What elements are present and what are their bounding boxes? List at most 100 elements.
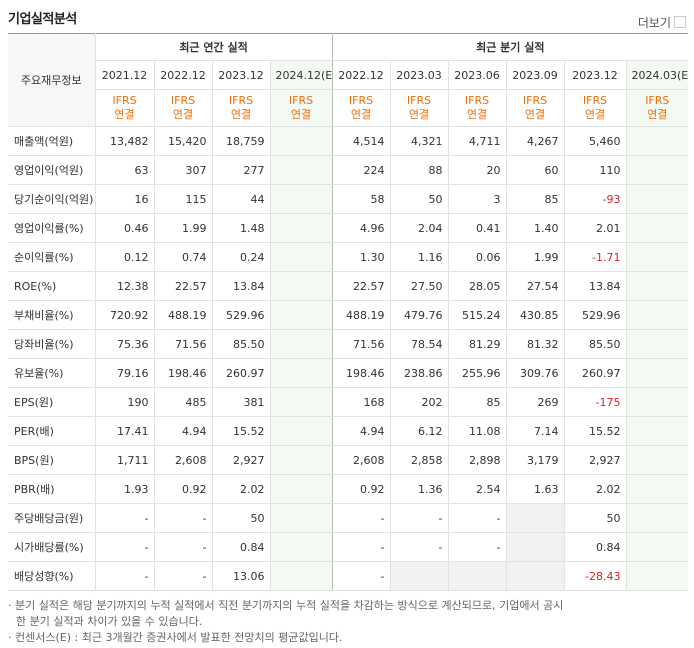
cell: 0.12: [95, 242, 155, 272]
basis-text: 연결: [230, 108, 252, 121]
cell: 13,482: [95, 126, 155, 156]
note-text: 컨센서스(E) : 최근 3개월간 증권사에서 발표한 전망치의 평균값입니다.: [15, 631, 343, 644]
data-row: 배당성향(%) - -13.06- -28.43: [8, 561, 689, 591]
cell: 58: [332, 184, 391, 214]
cell: [506, 561, 565, 591]
cell: 4,514: [332, 126, 391, 156]
cell: 7.14: [506, 416, 565, 446]
cell: 71.56: [154, 329, 213, 359]
cell: 2,608: [154, 445, 213, 475]
cell: [626, 445, 689, 475]
cell: 1.63: [506, 474, 565, 504]
cell: -175: [564, 387, 627, 417]
cell: [506, 503, 565, 533]
cell: [270, 532, 333, 562]
cell: 202: [390, 387, 449, 417]
cell: 50: [390, 184, 449, 214]
basis-text: 연결: [524, 108, 546, 121]
cell: 4.94: [154, 416, 213, 446]
cell: 277: [212, 155, 271, 185]
basis-text: IFRS: [464, 94, 490, 107]
cell: 1.30: [332, 242, 391, 272]
cell: 85: [506, 184, 565, 214]
cell: -: [95, 561, 155, 591]
period-header: 2023.03: [390, 60, 449, 90]
cell: 168: [332, 387, 391, 417]
period-header: 2024.12(E): [270, 60, 333, 90]
basis-text: 연결: [584, 108, 606, 121]
cell: 13.84: [212, 271, 271, 301]
cell: 110: [564, 155, 627, 185]
cell: -: [332, 561, 391, 591]
cell: -1.71: [564, 242, 627, 272]
cell: [270, 329, 333, 359]
data-row: ROE(%) 12.38 22.57 13.84 22.57 27.50 28.05 27.5…: [8, 271, 689, 301]
row-label: ROE(%): [8, 271, 96, 301]
data-row: 매출액(억원) 13,482 15,420 18,759 4,514 4,321 4,711…: [8, 126, 689, 156]
data-row: 유보율(%) 79.16 198.46 260.97 198.46 238.86 255.9…: [8, 358, 689, 388]
cell: [626, 474, 689, 504]
row-label: 영업이익률(%): [8, 213, 96, 243]
data-row: BPS(원) 1,711 2,608 2,927 2,608 2,858 2,898 3,17…: [8, 445, 689, 475]
cell: 88: [390, 155, 449, 185]
cell: 115: [154, 184, 213, 214]
cell: 63: [95, 155, 155, 185]
basis-text: 연결: [350, 108, 372, 121]
cell: 27.54: [506, 271, 565, 301]
basis-header: IFRS 연결: [270, 89, 333, 127]
cell: 479.76: [390, 300, 449, 330]
cell: [626, 155, 689, 185]
cell: [270, 155, 333, 185]
cell: [270, 474, 333, 504]
cell: 0.24: [212, 242, 271, 272]
cell: 224: [332, 155, 391, 185]
period-header: 2022.12: [154, 60, 213, 90]
cell: 2.04: [390, 213, 449, 243]
cell: 11.08: [448, 416, 507, 446]
row-label: 영업이익(억원): [8, 155, 96, 185]
cell: -: [448, 532, 507, 562]
cell: 15,420: [154, 126, 213, 156]
data-row: 당기순이익(억원) 16 115 44 58 50 3 85 -93: [8, 184, 689, 214]
cell: 0.41: [448, 213, 507, 243]
cell: 260.97: [564, 358, 627, 388]
data-row: PER(배) 17.41 4.94 15.52 4.94 6.12 11.08 7.14 15.…: [8, 416, 689, 446]
cell: 5,460: [564, 126, 627, 156]
cell: 85: [448, 387, 507, 417]
basis-text: 연결: [466, 108, 488, 121]
cell: -: [390, 532, 449, 562]
cell: 0.46: [95, 213, 155, 243]
cell: 75.36: [95, 329, 155, 359]
cell: 198.46: [332, 358, 391, 388]
cell: -: [154, 503, 213, 533]
cell: 720.92: [95, 300, 155, 330]
cell: 44: [212, 184, 271, 214]
cell: 4,267: [506, 126, 565, 156]
row-label: 매출액(억원): [8, 126, 96, 156]
cell: 13.06: [212, 561, 271, 591]
cell: 1.48: [212, 213, 271, 243]
cell: 22.57: [154, 271, 213, 301]
cell: [270, 503, 333, 533]
cell: 1.16: [390, 242, 449, 272]
more-link[interactable]: 더보기: [638, 14, 686, 31]
note: · 분기 실적은 해당 분기까지의 누적 실적에서 직전 분기까지의 누적 실적…: [8, 599, 564, 628]
cell: 3: [448, 184, 507, 214]
data-row: EPS(원) 190 485 381 168 202 85 269 -175: [8, 387, 689, 417]
cell: [626, 561, 689, 591]
basis-text: IFRS: [406, 94, 432, 107]
cell: 0.84: [212, 532, 271, 562]
cell: 0.74: [154, 242, 213, 272]
cell: 307: [154, 155, 213, 185]
header-row: 2021.12 2022.12 2023.12 2024.12(E) 2022.12 20…: [8, 60, 689, 90]
group-header: 최근 분기 실적: [332, 33, 689, 61]
cell: 529.96: [212, 300, 271, 330]
cell: [270, 300, 333, 330]
data-row: 당좌비율(%) 75.36 71.56 85.50 71.56 78.54 81.29 81.…: [8, 329, 689, 359]
cell: 4,711: [448, 126, 507, 156]
cell: -: [332, 503, 391, 533]
cell: -: [95, 532, 155, 562]
cell: -: [95, 503, 155, 533]
cell: [270, 271, 333, 301]
cell: 60: [506, 155, 565, 185]
